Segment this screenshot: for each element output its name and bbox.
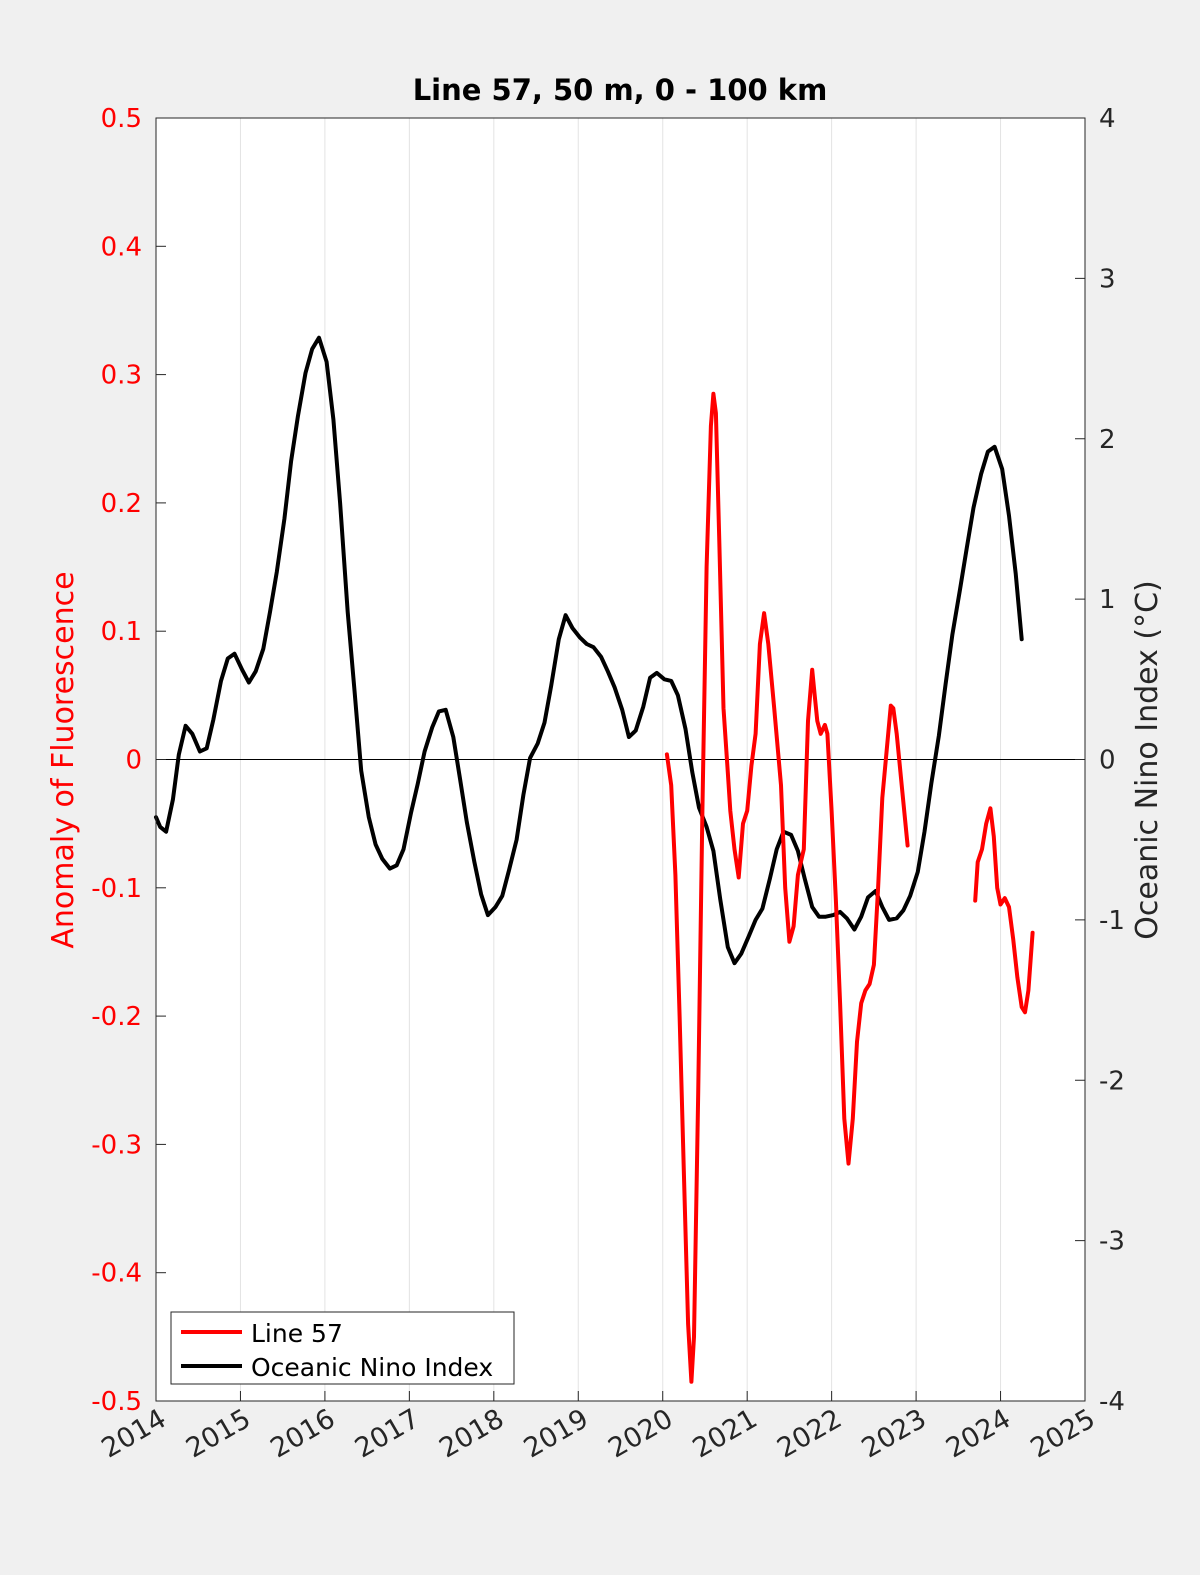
left-y-tick-label: -0.2: [91, 1002, 142, 1032]
right-y-tick-label: -2: [1099, 1066, 1125, 1096]
right-y-axis: -4 -3 -2 -1 0 1 2 3 4: [1075, 104, 1125, 1417]
left-y-tick-label: 0.3: [101, 361, 142, 391]
left-y-tick-label: -0.1: [91, 874, 142, 904]
line-57-series-segment-0: [664, 391, 910, 1384]
legend-label-line-57: Line 57: [251, 1319, 343, 1348]
legend-box: [170, 1311, 515, 1385]
left-y-axis: -0.5 -0.4 -0.3 -0.2 -0.1 0 0.1 0.2 0.3 0.4 0.5: [91, 104, 166, 1417]
legend-label-oni: Oceanic Nino Index: [251, 1353, 493, 1382]
right-y-tick-label: 4: [1099, 104, 1116, 134]
left-y-tick-label: 0.2: [101, 489, 142, 519]
left-y-tick-label: 0.4: [101, 232, 142, 262]
left-y-tick-label: 0: [125, 746, 142, 776]
legend: Line 57 Oceanic Nino Index: [170, 1311, 515, 1385]
right-y-tick-label: -1: [1099, 906, 1125, 936]
chart-title: Line 57, 50 m, 0 - 100 km: [413, 73, 828, 107]
left-axis-label: Anomaly of Fluorescence: [46, 571, 81, 948]
left-y-tick-label: -0.3: [91, 1130, 142, 1160]
right-y-tick-label: 3: [1099, 264, 1116, 294]
left-y-tick-label: 0.5: [101, 104, 142, 134]
left-y-tick-label: -0.4: [91, 1259, 142, 1289]
right-y-tick-label: -4: [1099, 1387, 1125, 1417]
right-y-tick-label: -3: [1099, 1227, 1125, 1257]
line-57-series-segment-1: [973, 806, 1035, 1015]
right-axis-label: Oceanic Nino Index (°C): [1130, 580, 1165, 940]
series-layer: [154, 335, 1035, 1384]
left-y-tick-label: 0.1: [101, 617, 142, 647]
left-y-tick-label: -0.5: [91, 1387, 142, 1417]
right-y-tick-label: 1: [1099, 585, 1116, 615]
right-y-tick-label: 0: [1099, 746, 1116, 776]
right-y-tick-label: 2: [1099, 425, 1116, 455]
